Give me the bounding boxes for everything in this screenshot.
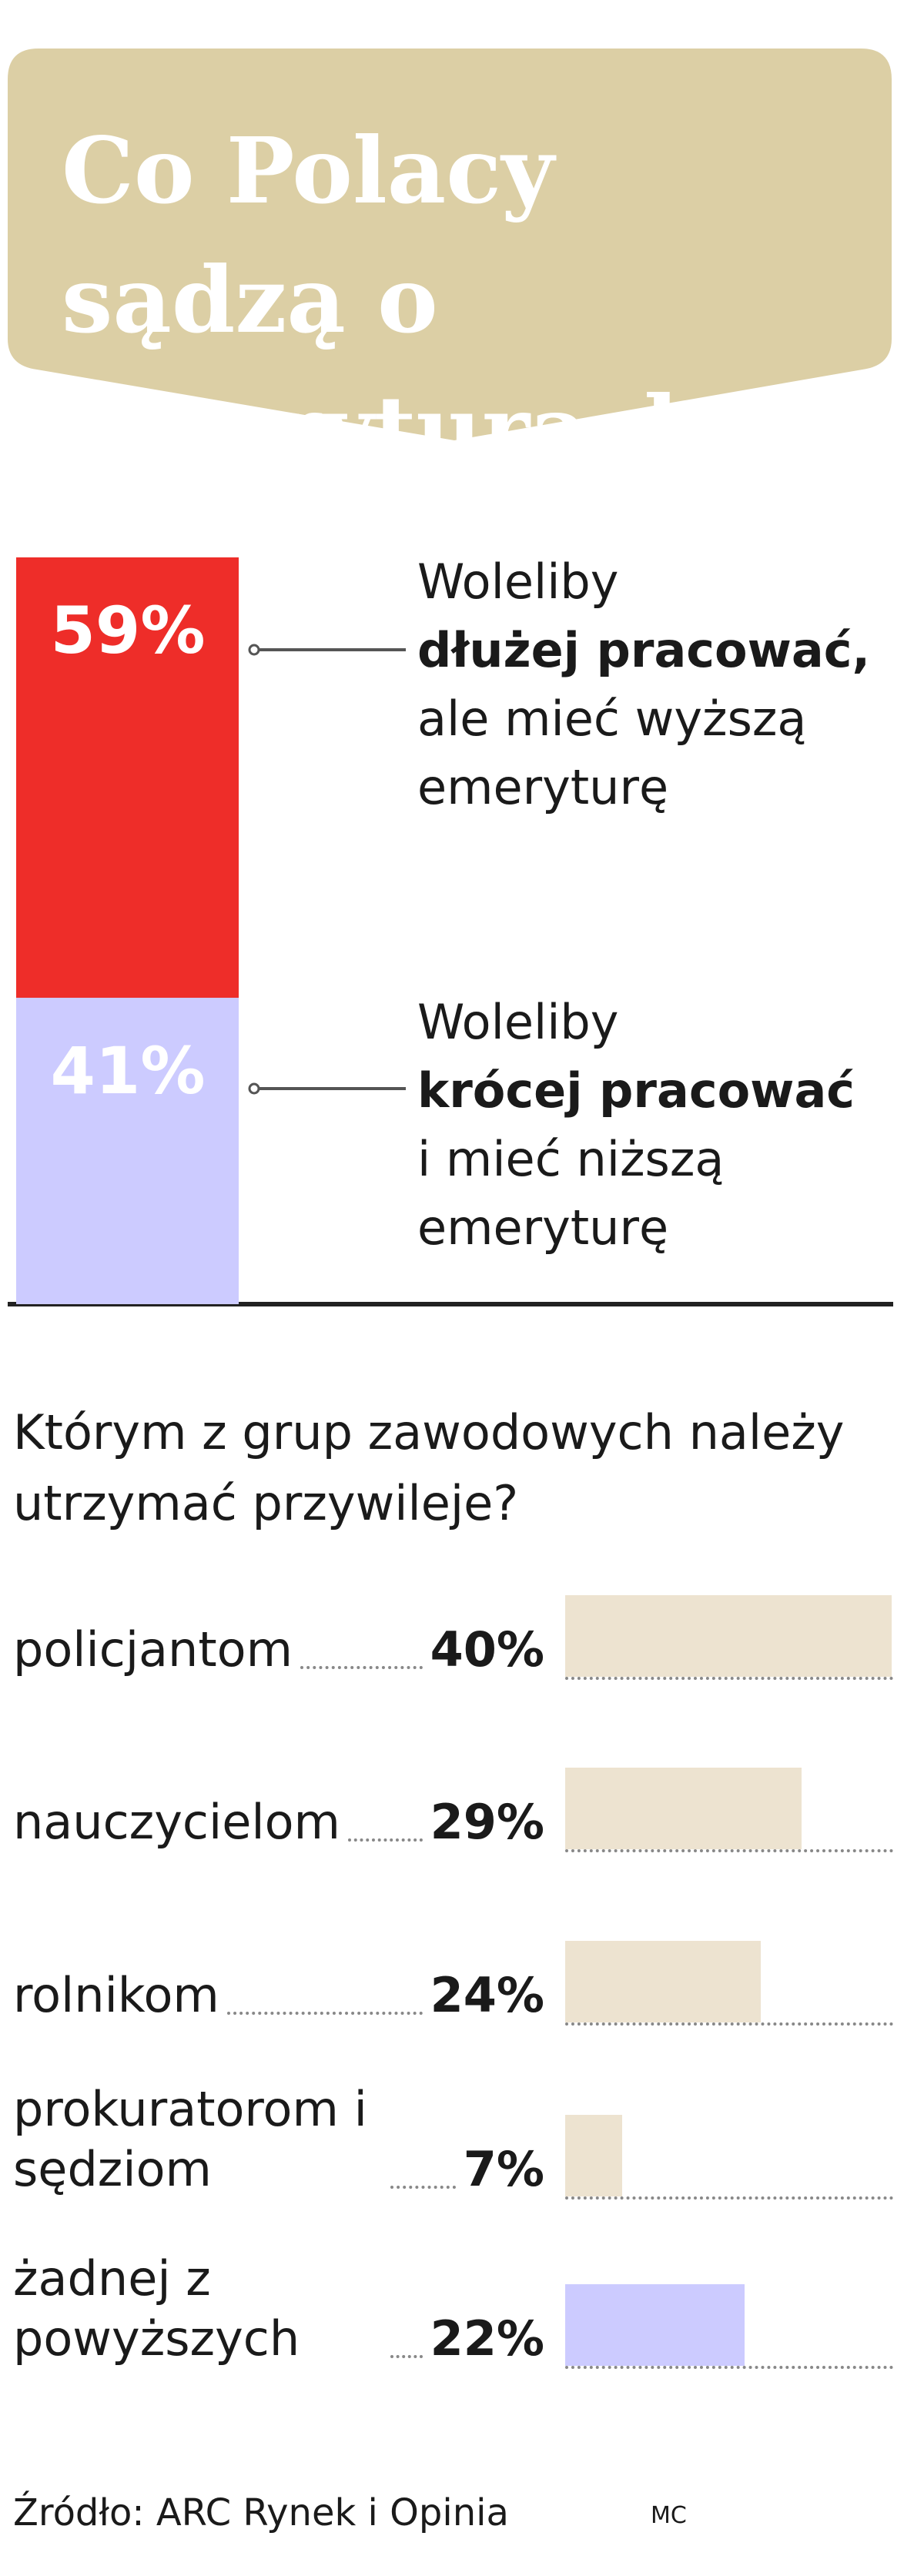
leader-dots	[565, 1677, 893, 1680]
bar	[565, 2284, 745, 2366]
leader-dots	[565, 2366, 893, 2369]
value-label: 41%	[50, 1033, 206, 1109]
annotation-text: Woleliby	[417, 554, 619, 610]
title: Co Polacy sądzą o emeryturach	[62, 117, 711, 483]
category-label: żadnej z powyższych	[13, 2250, 300, 2367]
bar-segment	[16, 998, 239, 1304]
connector-dot	[248, 644, 260, 656]
annotation-bold: krócej pracować	[417, 1062, 855, 1119]
bar	[565, 1768, 802, 1849]
credit: MC	[651, 2502, 687, 2529]
category-label: nauczycielom	[13, 1794, 340, 1850]
bar-row: żadnej z powyższych 22%	[13, 2249, 544, 2369]
title-banner	[8, 49, 892, 440]
connector-dot	[248, 1082, 260, 1095]
annotation-text: Woleliby	[417, 994, 619, 1051]
leader-dots	[565, 2022, 893, 2026]
leader-dots	[300, 1666, 423, 1669]
bar	[565, 1595, 892, 1677]
category-label: policjantom	[13, 1621, 293, 1678]
leader-dots	[390, 2355, 423, 2358]
value-label: 40%	[430, 1621, 544, 1678]
annotation: Woleliby dłużej pracować, ale mieć wyższą …	[417, 547, 910, 821]
bar	[565, 1941, 762, 2022]
source: Źródło: ARC Rynek i Opinia	[13, 2491, 509, 2534]
bar-row: rolnikom 24%	[13, 1965, 544, 2026]
bar-row: nauczycielom 29%	[13, 1792, 544, 1852]
bar-segment	[16, 557, 239, 999]
category-label: rolnikom	[13, 1967, 219, 2023]
category-label: prokuratorom i sędziom	[13, 2081, 367, 2197]
value-label: 59%	[50, 593, 206, 668]
chart-title: Którym z grup zawodowych należy utrzymać…	[13, 1404, 845, 1531]
bar	[565, 2115, 623, 2196]
value-label: 7%	[463, 2141, 544, 2197]
leader-dots	[565, 2196, 893, 2200]
annotation-text: ale mieć wyższą emeryturę	[417, 691, 807, 815]
annotation-bold: dłużej pracować,	[417, 622, 871, 678]
bar-row: prokuratorom i sędziom 7%	[13, 2079, 544, 2200]
leader-dots	[565, 1849, 893, 1852]
bar-row: policjantom 40%	[13, 1620, 544, 1680]
annotation: Woleliby krócej pracować i mieć niższą eme…	[417, 988, 910, 1262]
leader-dots	[226, 2012, 423, 2015]
value-label: 22%	[430, 2310, 544, 2367]
annotation-text: i mieć niższą emeryturę	[417, 1131, 725, 1256]
leader-dots	[347, 1838, 423, 1842]
value-label: 29%	[430, 1794, 544, 1850]
leader-dots	[390, 2186, 456, 2189]
value-label: 24%	[430, 1967, 544, 2023]
